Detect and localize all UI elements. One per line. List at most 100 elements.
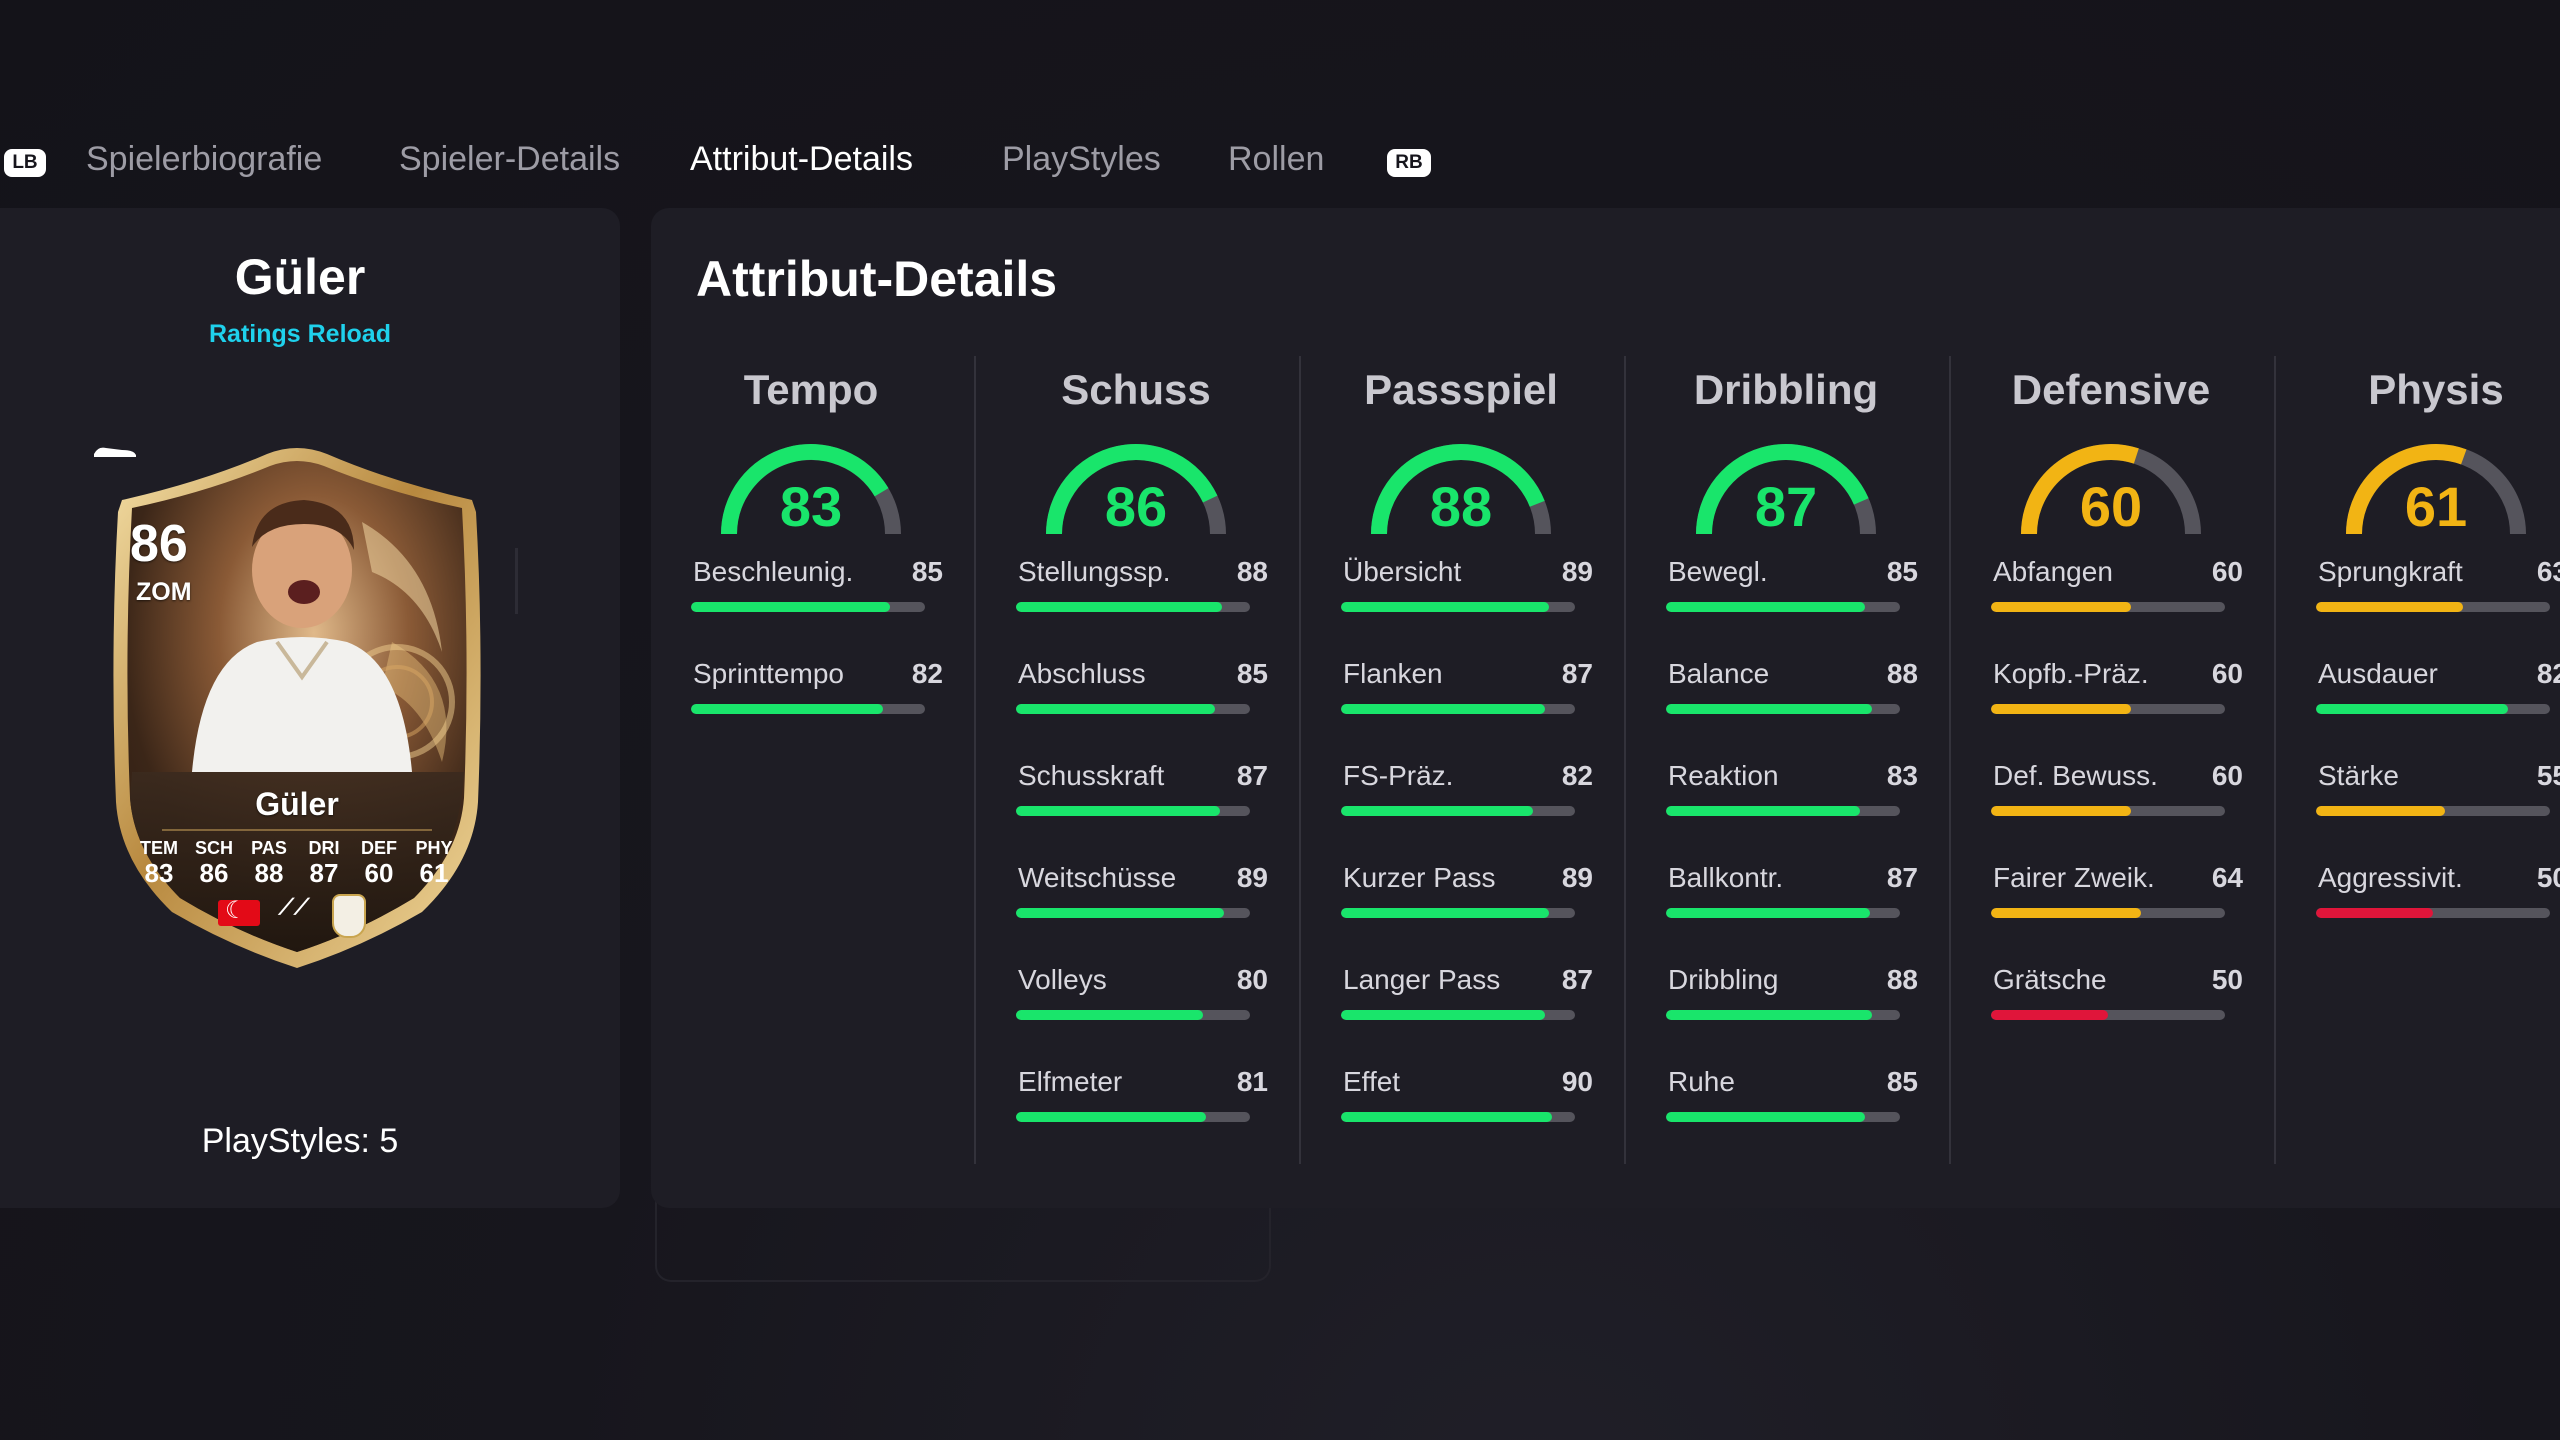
attribute-bar-track <box>2316 704 2550 714</box>
rb-button-icon[interactable]: RB <box>1387 149 1431 177</box>
attribute-name: FS-Präz. <box>1343 760 1454 791</box>
attribute-name: Schusskraft <box>1018 760 1165 791</box>
attribute-name: Ruhe <box>1668 1066 1735 1097</box>
tab-playstyles[interactable]: PlayStyles <box>1002 140 1161 178</box>
attribute-row[interactable]: Aggressivit. 50 <box>2316 862 2560 932</box>
category-tempo: Tempo 83 Beschleunig. 85 Sprinttempo 82 <box>651 356 976 1164</box>
card-stat-label-tem: TEM <box>140 838 178 858</box>
attribute-row[interactable]: Kopfb.-Präz. 60 <box>1991 658 2243 728</box>
attribute-row[interactable]: Abfangen 60 <box>1991 556 2243 626</box>
attribute-bar-fill <box>1991 602 2132 612</box>
tab-spielerbiografie[interactable]: Spielerbiografie <box>86 140 323 178</box>
gauge-fill <box>2346 444 2467 535</box>
attribute-row[interactable]: Sprinttempo 82 <box>691 658 943 728</box>
attribute-bar-fill <box>1341 704 1545 714</box>
attribute-row[interactable]: Volleys 80 <box>1016 964 1268 1034</box>
attribute-name: Reaktion <box>1668 760 1779 791</box>
attribute-bar-fill <box>1341 806 1533 816</box>
attribute-value: 87 <box>1886 862 1918 893</box>
attribute-value: 60 <box>2211 556 2243 587</box>
attribute-row[interactable]: Dribbling 88 <box>1666 964 1918 1034</box>
attribute-name: Stellungssp. <box>1018 556 1171 587</box>
attribute-row[interactable]: Flanken 87 <box>1341 658 1593 728</box>
category-passspiel: Passspiel 88 Übersicht 89 Flanken 87 FS-Präz. 8… <box>1301 356 1626 1164</box>
attribute-row[interactable]: Ruhe 85 <box>1666 1066 1918 1136</box>
tab-rollen[interactable]: Rollen <box>1228 140 1325 178</box>
attribute-bar-fill <box>1016 806 1220 816</box>
attribute-bar-fill <box>1666 1010 1872 1020</box>
attribute-row[interactable]: Weitschüsse 89 <box>1016 862 1268 932</box>
attribute-bar-fill <box>1666 806 1861 816</box>
card-stat-value-tem: 83 <box>144 858 174 888</box>
attribute-name: Abfangen <box>1993 556 2113 587</box>
category-title: Dribbling <box>1693 366 1879 413</box>
gauge-fill <box>1696 444 1869 535</box>
attribute-row[interactable]: Grätsche 50 <box>1991 964 2243 1034</box>
category-gauge <box>1371 444 1551 535</box>
attribute-value: 82 <box>911 658 943 689</box>
attribute-row[interactable]: Abschluss 85 <box>1016 658 1268 728</box>
category-title: Passspiel <box>1364 366 1558 413</box>
attribute-value: 60 <box>2211 760 2243 791</box>
lb-button-icon[interactable]: LB <box>4 149 46 177</box>
attribute-row[interactable]: Balance 88 <box>1666 658 1918 728</box>
attribute-bar-fill <box>1666 1112 1865 1122</box>
category-gauge <box>2346 444 2526 535</box>
category-rating: 61 <box>2404 475 2468 538</box>
boot-icon <box>94 447 136 457</box>
attribute-name: Flanken <box>1343 658 1443 689</box>
attribute-bar-fill <box>1341 908 1550 918</box>
category-rating: 60 <box>2079 475 2143 538</box>
attribute-row[interactable]: FS-Präz. 82 <box>1341 760 1593 830</box>
attribute-bar-track <box>2316 806 2550 816</box>
attribute-bar-track <box>1341 1112 1575 1122</box>
attribute-row[interactable]: Stärke 55 <box>2316 760 2560 830</box>
attribute-bar-track <box>1016 602 1250 612</box>
attribute-row[interactable]: Fairer Zweik. 64 <box>1991 862 2243 932</box>
attribute-row[interactable]: Def. Bewuss. 60 <box>1991 760 2243 830</box>
attribute-row[interactable]: Schusskraft 87 <box>1016 760 1268 830</box>
attribute-bar-fill <box>2316 908 2433 918</box>
attribute-row[interactable]: Beschleunig. 85 <box>691 556 943 626</box>
attribute-name: Grätsche <box>1993 964 2107 995</box>
attribute-name: Fairer Zweik. <box>1993 862 2155 893</box>
attribute-bar-track <box>1666 1112 1900 1122</box>
attribute-bar-fill <box>1341 1010 1545 1020</box>
attribute-bar-track <box>1341 704 1575 714</box>
attribute-value: 87 <box>1561 658 1593 689</box>
attribute-details-panel: Attribut-Details Tempo 83 Beschleunig. 85 Sp… <box>651 208 2560 1208</box>
attribute-bar-track <box>1341 1010 1575 1020</box>
attribute-row[interactable]: Kurzer Pass 89 <box>1341 862 1593 932</box>
attribute-bar-fill <box>2316 704 2508 714</box>
player-card[interactable]: 86 ZOM Güler TEM SCH PAS DRI DEF PHY 83 … <box>92 442 502 972</box>
attribute-row[interactable]: Bewegl. 85 <box>1666 556 1918 626</box>
attribute-row[interactable]: Stellungssp. 88 <box>1016 556 1268 626</box>
category-divider <box>974 356 976 1164</box>
attribute-row[interactable]: Effet 90 <box>1341 1066 1593 1136</box>
category-divider <box>1624 356 1626 1164</box>
attribute-row[interactable]: Übersicht 89 <box>1341 556 1593 626</box>
card-stat-label-pas: PAS <box>251 838 287 858</box>
attribute-value: 89 <box>1561 862 1593 893</box>
attribute-value: 85 <box>1886 556 1918 587</box>
attribute-row[interactable]: Reaktion 83 <box>1666 760 1918 830</box>
attribute-bar-track <box>1016 908 1250 918</box>
attribute-name: Bewegl. <box>1668 556 1768 587</box>
attribute-value: 85 <box>1886 1066 1918 1097</box>
attribute-name: Langer Pass <box>1343 964 1501 995</box>
attribute-bar-fill <box>1666 908 1870 918</box>
card-stat-value-phy: 61 <box>419 858 449 888</box>
tab-spieler-details[interactable]: Spieler-Details <box>399 140 621 178</box>
attribute-row[interactable]: Langer Pass 87 <box>1341 964 1593 1034</box>
attribute-value: 85 <box>1236 658 1268 689</box>
card-position: ZOM <box>136 578 192 606</box>
tab-attribut-details[interactable]: Attribut-Details <box>690 140 913 178</box>
attribute-row[interactable]: Ballkontr. 87 <box>1666 862 1918 932</box>
attribute-row[interactable]: Ausdauer 82 <box>2316 658 2560 728</box>
attribute-name: Effet <box>1343 1066 1401 1097</box>
attribute-row[interactable]: Sprungkraft 63 <box>2316 556 2560 626</box>
category-rating: 86 <box>1104 475 1168 538</box>
attribute-value: 90 <box>1561 1066 1593 1097</box>
attribute-bar-track <box>2316 908 2550 918</box>
attribute-row[interactable]: Elfmeter 81 <box>1016 1066 1268 1136</box>
